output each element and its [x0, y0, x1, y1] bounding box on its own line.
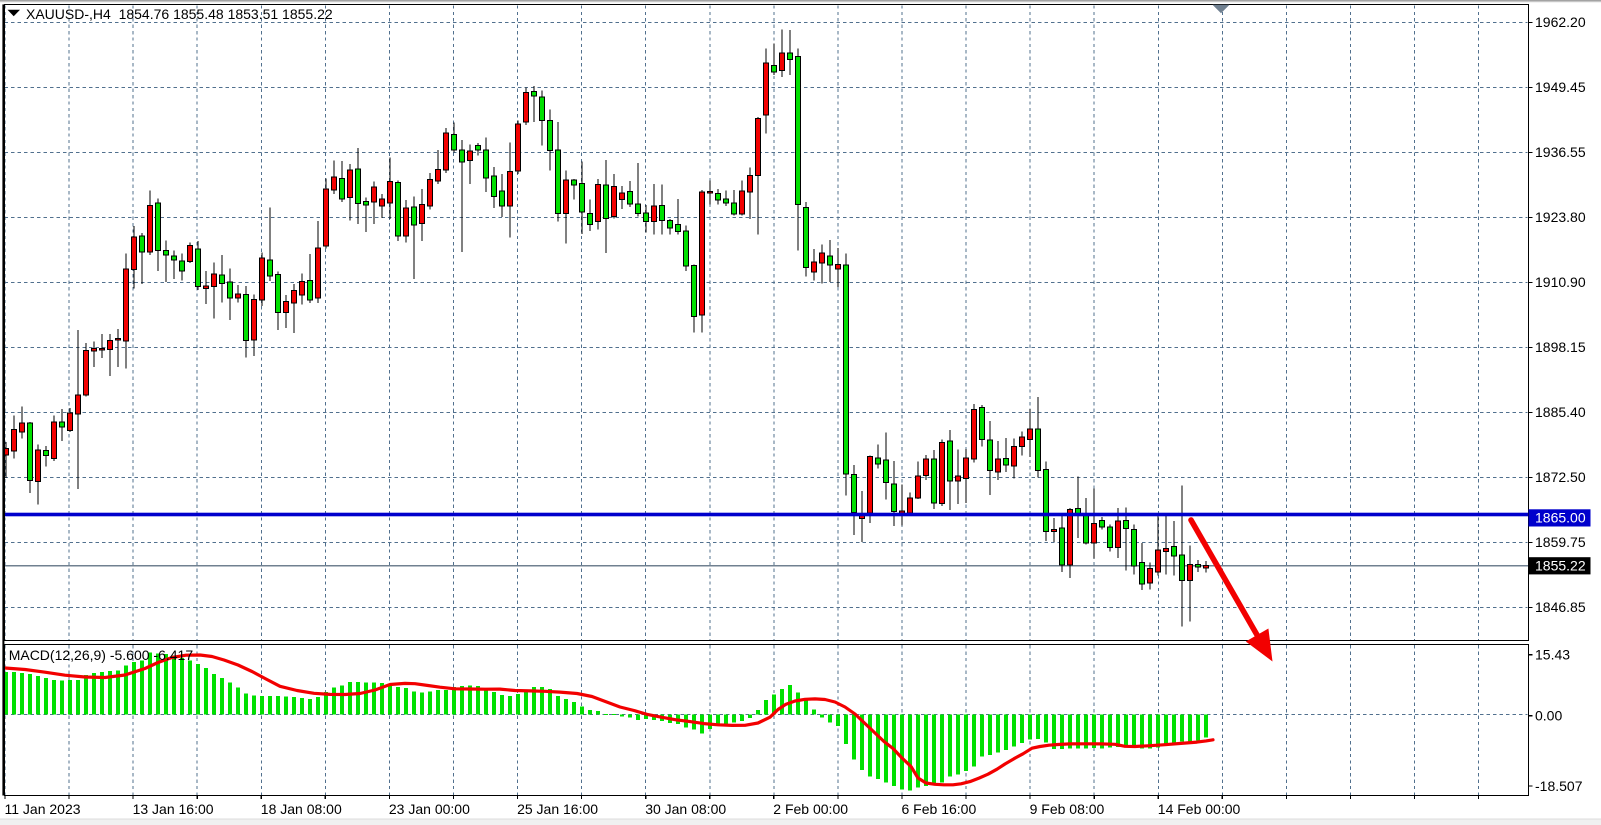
svg-text:1855.22: 1855.22 [1535, 558, 1586, 574]
svg-text:1923.80: 1923.80 [1535, 209, 1586, 225]
svg-text:14 Feb 00:00: 14 Feb 00:00 [1158, 801, 1241, 817]
svg-text:1962.20: 1962.20 [1535, 14, 1586, 30]
svg-text:1865.00: 1865.00 [1535, 510, 1586, 526]
svg-text:1872.50: 1872.50 [1535, 469, 1586, 485]
svg-text:11 Jan 2023: 11 Jan 2023 [5, 801, 81, 817]
svg-text:30 Jan 08:00: 30 Jan 08:00 [645, 801, 726, 817]
svg-text:1949.45: 1949.45 [1535, 79, 1586, 95]
svg-text:-18.507: -18.507 [1535, 778, 1583, 794]
svg-text:15.43: 15.43 [1535, 647, 1570, 663]
svg-text:1910.90: 1910.90 [1535, 274, 1586, 290]
svg-text:0.00: 0.00 [1535, 708, 1562, 724]
svg-text:1846.85: 1846.85 [1535, 599, 1586, 615]
svg-text:1859.75: 1859.75 [1535, 534, 1586, 550]
svg-text:6 Feb 16:00: 6 Feb 16:00 [902, 801, 977, 817]
svg-text:23 Jan 00:00: 23 Jan 00:00 [389, 801, 470, 817]
svg-text:1936.55: 1936.55 [1535, 144, 1586, 160]
svg-text:MACD(12,26,9) -5.600 -6.417: MACD(12,26,9) -5.600 -6.417 [9, 647, 194, 663]
svg-text:XAUUSD-,H4 1854.76 1855.48 18: XAUUSD-,H4 1854.76 1855.48 1853.51 1855.… [26, 6, 333, 22]
svg-text:1885.40: 1885.40 [1535, 404, 1586, 420]
svg-text:2 Feb 00:00: 2 Feb 00:00 [773, 801, 848, 817]
svg-text:9 Feb 08:00: 9 Feb 08:00 [1030, 801, 1105, 817]
svg-text:1898.15: 1898.15 [1535, 339, 1586, 355]
svg-text:25 Jan 16:00: 25 Jan 16:00 [517, 801, 598, 817]
svg-text:13 Jan 16:00: 13 Jan 16:00 [133, 801, 214, 817]
svg-text:18 Jan 08:00: 18 Jan 08:00 [261, 801, 342, 817]
